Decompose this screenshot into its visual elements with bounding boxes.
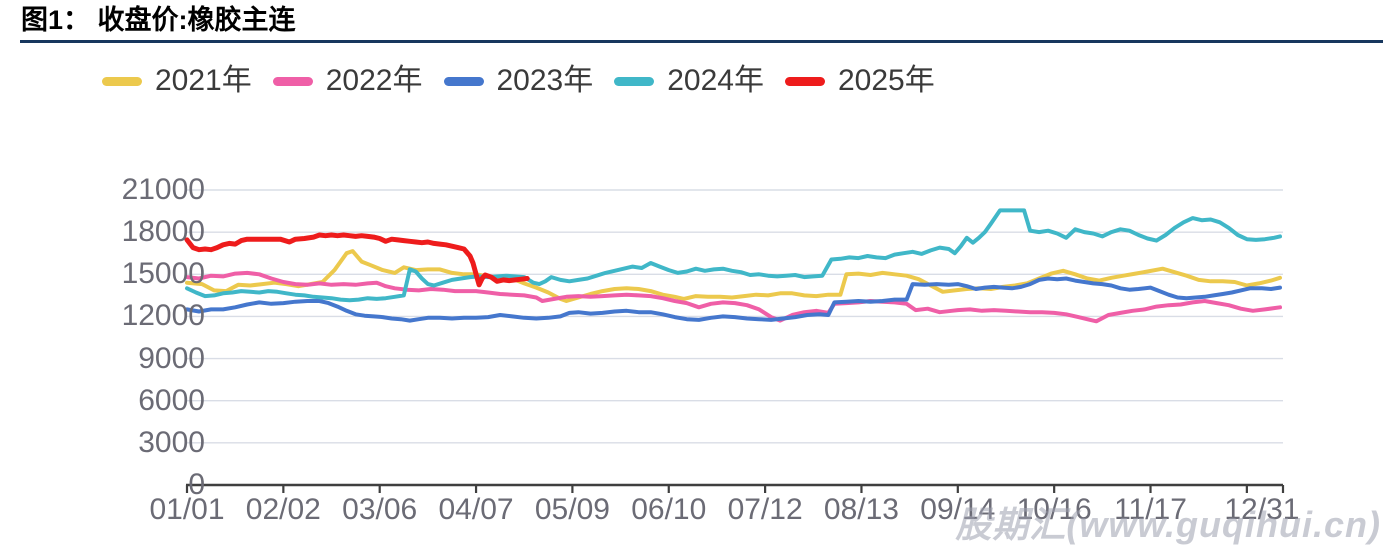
- legend-swatch: [443, 76, 484, 86]
- x-tick-label: 10/16: [1016, 493, 1092, 526]
- x-tick-label: 02/02: [245, 493, 321, 526]
- y-tick-label: 21000: [121, 173, 205, 206]
- legend-label: 2024年: [667, 64, 764, 97]
- watermark: 股期汇(www.guqihui.cn): [955, 504, 1381, 545]
- legend: 2021年 2022年 2023年 2024年 2025年: [102, 62, 935, 100]
- x-tick-label: 03/06: [342, 493, 418, 526]
- legend-swatch: [272, 76, 313, 86]
- legend-item-2025年: 2025年: [785, 62, 935, 100]
- series-line-2022年: [185, 270, 1282, 324]
- y-tick-label: 15000: [121, 257, 205, 291]
- legend-item-2024年: 2024年: [614, 62, 764, 100]
- x-tick-label: 12/31: [1224, 493, 1300, 526]
- y-tick-label: 18000: [121, 215, 205, 249]
- x-tick-label: 05/09: [534, 493, 610, 526]
- series-line-2024年: [185, 208, 1282, 303]
- y-tick-label: 9000: [138, 341, 205, 375]
- x-tick-label: 09/14: [920, 493, 996, 526]
- legend-label: 2022年: [325, 64, 423, 97]
- y-tick-label: 0: [188, 468, 205, 501]
- legend-swatch: [614, 76, 655, 86]
- series-line-2023年: [185, 276, 1282, 323]
- legend-label: 2023年: [496, 64, 594, 97]
- legend-item-2023年: 2023年: [443, 62, 594, 100]
- series-line-2021年: [185, 249, 1282, 303]
- legend-item-2021年: 2021年: [102, 62, 252, 100]
- series-line-2025年: [184, 232, 530, 288]
- x-tick-label: 07/12: [727, 493, 803, 526]
- x-tick-label: 06/10: [631, 493, 707, 526]
- x-tick-label: 08/13: [823, 493, 899, 526]
- chart-title: 图1： 收盘价:橡胶主连: [21, 5, 296, 35]
- y-tick-label: 12000: [121, 299, 205, 333]
- x-tick-label: 11/17: [1114, 493, 1187, 526]
- legend-swatch: [785, 76, 825, 86]
- legend-item-2022年: 2022年: [272, 62, 423, 100]
- x-tick-label: 01/01: [149, 493, 225, 526]
- y-tick-label: 6000: [138, 383, 205, 417]
- legend-label: 2025年: [838, 64, 935, 97]
- legend-label: 2021年: [155, 64, 252, 97]
- legend-swatch: [102, 76, 142, 86]
- title-underline: [20, 40, 1383, 43]
- y-tick-label: 3000: [138, 425, 205, 459]
- x-tick-label: 04/07: [438, 493, 514, 526]
